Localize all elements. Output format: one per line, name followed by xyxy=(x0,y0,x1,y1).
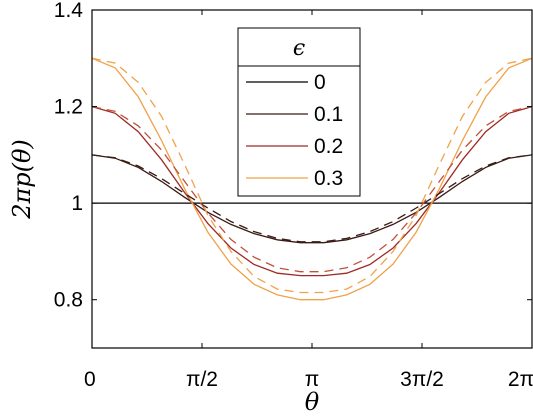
y-tick-label: 0.8 xyxy=(54,289,83,312)
x-axis-label: θ xyxy=(305,388,320,416)
series-line-1 xyxy=(91,154,533,244)
plot-area xyxy=(91,57,533,301)
y-axis-label: 2πp(θ) xyxy=(8,139,36,220)
legend-entry-label: 0.1 xyxy=(314,103,343,126)
series-line-2 xyxy=(91,105,533,277)
x-tick-label: 2π xyxy=(508,368,533,391)
y-tick-label: 1.4 xyxy=(54,0,84,22)
legend-box xyxy=(237,27,361,197)
y-tick-label: 1.2 xyxy=(54,96,83,119)
dashed-series-line-5 xyxy=(91,105,533,273)
legend: ϵ 0 0.1 0.2 0.3 xyxy=(237,27,361,197)
legend-title: ϵ xyxy=(293,36,305,61)
legend-entry-label: 0.3 xyxy=(314,167,343,190)
y-tick-label: 1 xyxy=(71,192,83,215)
legend-entry-label: 0.2 xyxy=(314,135,343,158)
ticks: 0 π/2 π 3π/2 2π 0.8 1 1.2 1.4 xyxy=(54,0,533,391)
series-line-3 xyxy=(91,57,533,301)
x-tick-label: 3π/2 xyxy=(400,368,444,391)
x-tick-label: 0 xyxy=(84,368,96,391)
dashed-series-line-4 xyxy=(91,154,533,243)
x-tick-label: π/2 xyxy=(186,368,218,391)
x-tick-label: π xyxy=(305,368,320,391)
legend-entry-label: 0 xyxy=(314,71,326,94)
